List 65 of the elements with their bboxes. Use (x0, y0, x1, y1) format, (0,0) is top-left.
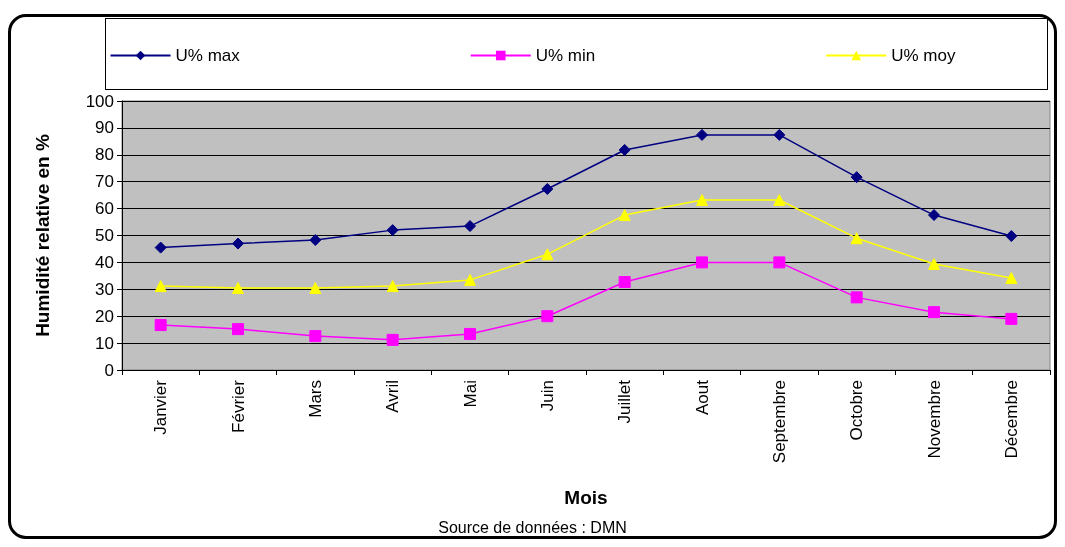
point (618, 276, 631, 289)
point (696, 256, 708, 269)
point (928, 209, 940, 222)
point (696, 128, 708, 141)
x-tick-label: Novembre (924, 380, 944, 459)
x-tick-label: Juin (537, 380, 557, 412)
x-tick-label: Aout (692, 379, 712, 415)
y-tick-label: 10 (95, 333, 114, 353)
point (773, 128, 786, 141)
x-axis-title: Mois (564, 487, 608, 508)
point (850, 291, 863, 304)
y-tick-label: 30 (95, 279, 114, 299)
point (232, 281, 244, 294)
point (1005, 272, 1018, 284)
point (232, 237, 244, 250)
point (1005, 312, 1018, 325)
source-note: Source de données : DMN (438, 518, 627, 536)
point (696, 193, 708, 206)
point (232, 323, 244, 336)
point (386, 333, 399, 346)
y-tick-label: 40 (95, 252, 114, 272)
y-tick-label: 50 (95, 226, 114, 245)
point (386, 280, 399, 293)
point (386, 224, 399, 237)
y-tick-label: 60 (95, 199, 114, 219)
point (309, 234, 322, 247)
y-tick-label: 100 (85, 91, 114, 111)
x-tick-label: Juillet (615, 379, 635, 424)
point (1005, 230, 1018, 243)
legend-label: U% moy (891, 46, 956, 65)
x-tick-label: Février (228, 379, 248, 433)
point (464, 327, 476, 340)
y-axis-title: Humidité relative en % (32, 134, 53, 337)
legend-label: U% max (175, 46, 241, 65)
point (464, 220, 476, 233)
x-tick-label: Décembre (1001, 380, 1021, 459)
x-tick-label: Septembre (769, 380, 789, 464)
x-tick-label: Octobre (847, 380, 867, 441)
point (928, 258, 940, 271)
y-tick-label: 0 (104, 360, 114, 380)
y-tick-label: 80 (95, 145, 114, 165)
point (154, 241, 167, 254)
point (618, 143, 631, 156)
x-tick-label: Avril (383, 380, 403, 413)
y-tick-label: 90 (95, 118, 114, 138)
point (773, 193, 786, 206)
point (773, 256, 786, 269)
point (928, 306, 940, 319)
x-tick-label: Janvier (151, 379, 171, 435)
point (154, 280, 167, 293)
point (154, 319, 167, 332)
point (850, 232, 863, 245)
point (541, 310, 554, 323)
point (541, 248, 554, 261)
point (464, 273, 476, 286)
point (850, 171, 863, 184)
point (618, 209, 631, 222)
point (541, 182, 554, 195)
legend-label: U% min (535, 46, 596, 65)
point (309, 281, 322, 294)
x-tick-label: Mars (305, 380, 325, 418)
y-tick-label: 20 (95, 306, 114, 326)
x-tick-label: Mai (460, 380, 480, 408)
point (309, 330, 322, 343)
y-tick-label: 70 (95, 172, 114, 192)
